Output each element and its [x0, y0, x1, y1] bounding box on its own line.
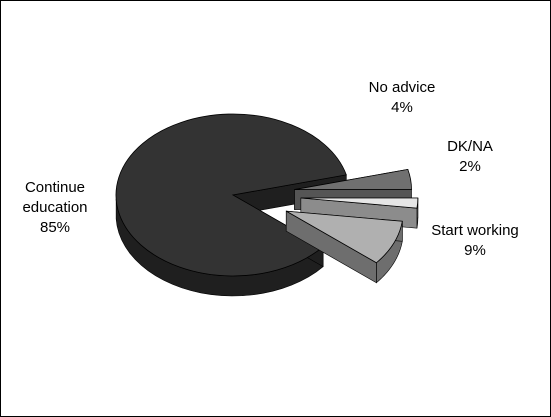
slice-category-label: Start working — [431, 222, 519, 239]
slice-value-label: 2% — [459, 158, 481, 175]
slice-category-label: No advice — [369, 79, 436, 96]
slice-category-label: education — [22, 199, 87, 216]
slice-value-label: 4% — [391, 99, 413, 116]
pie-slice-start-working — [285, 210, 403, 284]
slice-value-label: 85% — [40, 219, 70, 236]
slice-category-label: DK/NA — [447, 138, 493, 155]
pie-slice-continue-education — [115, 113, 347, 297]
slice-value-label: 9% — [464, 242, 486, 259]
slice-category-label: Continue — [25, 179, 85, 196]
